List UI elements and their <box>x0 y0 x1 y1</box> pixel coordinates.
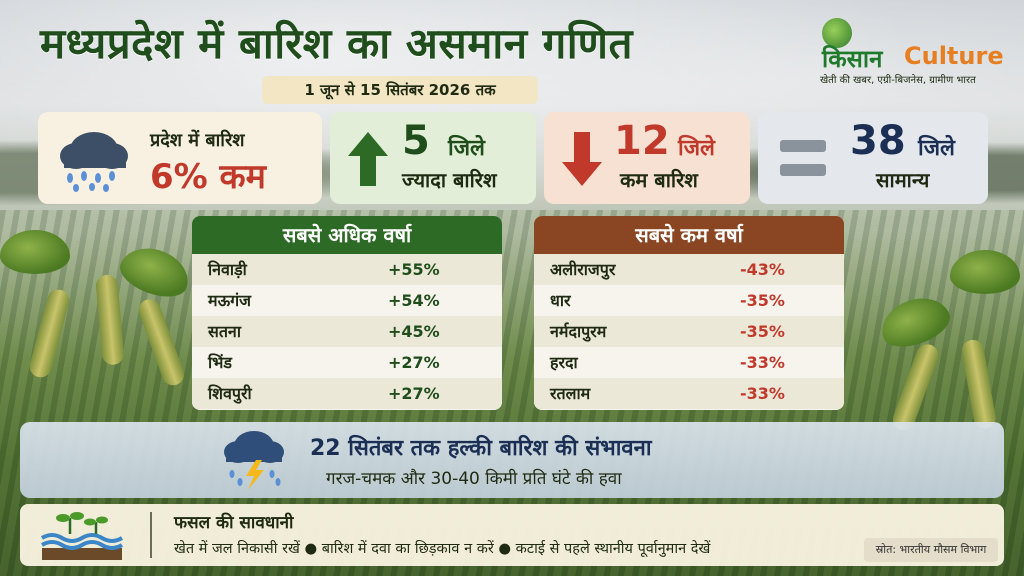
highest-rain-rows: निवाड़ी +55% मऊगंज +54% सतना +45% भिंड +27% … <box>192 254 502 409</box>
source-badge: स्रोत: भारतीय मौसम विभाग <box>864 538 998 562</box>
logo-name-english: Culture <box>904 42 1004 70</box>
leaf-decoration <box>950 250 1020 294</box>
seedling-water-icon <box>40 512 124 560</box>
district-name: रतलाम <box>550 384 591 403</box>
district-name: भिंड <box>208 353 232 372</box>
lowest-rain-table: सबसे कम वर्षा अलीराजपुर -43% धार -35% नर्म… <box>534 216 844 410</box>
state-rain-value: 6% कम <box>150 157 267 197</box>
table-row: सतना +45% <box>192 316 502 347</box>
crop-care-panel: फसल की सावधानी खेत में जल निकासी रखें ● … <box>20 504 1004 566</box>
page-title: मध्यप्रदेश में बारिश का असमान गणित <box>40 19 633 68</box>
highest-rain-table: सबसे अधिक वर्षा निवाड़ी +55% मऊगंज +54% सत… <box>192 216 502 410</box>
arrow-down-icon <box>562 132 602 186</box>
storm-cloud-icon <box>224 431 284 490</box>
logo-tagline: खेती की खबर, एग्री-बिजनेस, ग्रामीण भारत <box>820 75 976 86</box>
rain-change: -33% <box>740 384 785 403</box>
forecast-banner: 22 सितंबर तक हल्की बारिश की संभावना गरज-… <box>20 422 1004 498</box>
state-rain-label: प्रदेश में बारिश <box>150 130 245 151</box>
more-rain-count: 5 <box>402 118 430 164</box>
crop-care-tips: खेत में जल निकासी रखें ● बारिश में दवा क… <box>174 541 711 557</box>
district-name: नर्मदापुरम <box>550 322 607 341</box>
more-rain-label: ज्यादा बारिश <box>402 168 497 192</box>
divider <box>150 512 152 558</box>
table-row: रतलाम -33% <box>534 378 844 409</box>
less-rain-unit: जिले <box>678 136 715 161</box>
table-row: अलीराजपुर -43% <box>534 254 844 285</box>
more-rain-card: 5 जिले ज्यादा बारिश <box>330 112 536 204</box>
globe-icon <box>822 18 852 48</box>
normal-count: 38 <box>850 118 906 164</box>
district-name: मऊगंज <box>208 291 252 310</box>
table-row: मऊगंज +54% <box>192 285 502 316</box>
normal-unit: जिले <box>918 136 955 161</box>
district-name: अलीराजपुर <box>550 260 616 279</box>
more-rain-unit: जिले <box>448 136 485 161</box>
less-rain-card: 12 जिले कम बारिश <box>544 112 750 204</box>
state-rain-card: प्रदेश में बारिश 6% कम <box>38 112 322 204</box>
less-rain-label: कम बारिश <box>620 168 698 192</box>
normal-rain-card: 38 जिले सामान्य <box>758 112 988 204</box>
district-name: धार <box>550 291 571 310</box>
district-name: शिवपुरी <box>208 384 252 403</box>
rain-change: -35% <box>740 322 785 341</box>
district-name: निवाड़ी <box>208 260 247 279</box>
rain-cloud-icon <box>60 132 128 192</box>
table-row: धार -35% <box>534 285 844 316</box>
rain-change: -35% <box>740 291 785 310</box>
forecast-subtitle: गरज-चमक और 30-40 किमी प्रति घंटे की हवा <box>326 469 622 489</box>
district-name: हरदा <box>550 353 578 372</box>
table-row: शिवपुरी +27% <box>192 378 502 409</box>
lowest-rain-title: सबसे कम वर्षा <box>534 216 844 254</box>
arrow-up-icon <box>348 132 388 186</box>
rain-change: +54% <box>388 291 440 310</box>
equals-icon <box>780 140 826 178</box>
rain-change: -33% <box>740 353 785 372</box>
normal-label: सामान्य <box>876 168 930 192</box>
rain-change: +45% <box>388 322 440 341</box>
highest-rain-title: सबसे अधिक वर्षा <box>192 216 502 254</box>
crop-care-title: फसल की सावधानी <box>174 513 294 533</box>
forecast-title: 22 सितंबर तक हल्की बारिश की संभावना <box>310 436 652 461</box>
table-row: भिंड +27% <box>192 347 502 378</box>
table-row: नर्मदापुरम -35% <box>534 316 844 347</box>
rain-change: +55% <box>388 260 440 279</box>
leaf-decoration <box>0 230 70 274</box>
table-row: हरदा -33% <box>534 347 844 378</box>
logo-name-hindi: किसान <box>822 45 883 73</box>
date-range-badge: 1 जून से 15 सितंबर 2026 तक <box>262 76 538 104</box>
rain-change: +27% <box>388 353 440 372</box>
lowest-rain-rows: अलीराजपुर -43% धार -35% नर्मदापुरम -35% हरद… <box>534 254 844 409</box>
brand-logo: किसान Culture खेती की खबर, एग्री-बिजनेस,… <box>820 18 1012 88</box>
table-row: निवाड़ी +55% <box>192 254 502 285</box>
district-name: सतना <box>208 322 241 341</box>
rain-change: -43% <box>740 260 785 279</box>
rain-change: +27% <box>388 384 440 403</box>
less-rain-count: 12 <box>614 118 670 164</box>
